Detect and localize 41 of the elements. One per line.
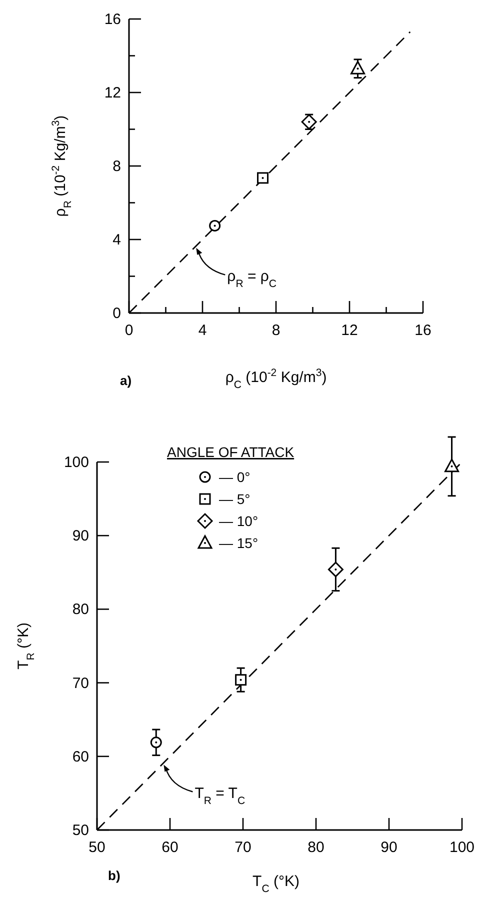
- point: [209, 220, 221, 232]
- x-tick-label: 70: [234, 839, 252, 856]
- y-tick-label: 100: [64, 454, 89, 471]
- x-tick-label: 0: [124, 322, 134, 339]
- x-tick-label: 100: [449, 839, 475, 856]
- legend-label: — 5°: [219, 491, 250, 507]
- y-tick-label: 4: [112, 232, 121, 248]
- y-tick-label: 50: [72, 822, 89, 839]
- x-axis-title: ρ$_{C}$ (10$^{-2}$ Kg/m$^{3}$): [225, 367, 327, 391]
- legend-label: — 0°: [219, 469, 250, 485]
- point: [301, 114, 317, 130]
- point: [150, 736, 162, 748]
- text: a): [120, 373, 132, 388]
- y-tick-label: 90: [72, 528, 89, 545]
- x-tick-label: 12: [341, 322, 358, 339]
- x-axis-title: T$_{C}$ (°K): [252, 873, 300, 895]
- point: [235, 674, 247, 686]
- x-tick-label: 50: [88, 839, 106, 856]
- x-tick-label: 90: [380, 839, 398, 856]
- point: [444, 458, 460, 472]
- x-tick-label: 80: [308, 839, 324, 856]
- y-tick-label: 60: [72, 748, 89, 766]
- point: [350, 60, 366, 74]
- legend-label: — 15°: [219, 535, 258, 551]
- y-tick-label: 12: [104, 84, 121, 102]
- text: b): [108, 868, 120, 883]
- legend-title: ANGLE OF ATTACK: [167, 444, 295, 460]
- y-tick-label: 16: [104, 11, 121, 28]
- legend-label: — 10°: [219, 513, 258, 529]
- y-tick-label: 8: [112, 158, 121, 175]
- y-tick-label: 70: [72, 674, 89, 692]
- y-tick-label: 0: [112, 305, 121, 322]
- annotation: T$_{R}$ = T$_{C}$: [194, 784, 246, 807]
- x-tick-label: 60: [162, 839, 178, 856]
- y-tick-label: 80: [72, 601, 89, 618]
- x-tick-label: 4: [198, 322, 207, 339]
- annotation: ρ$_{R}$ = ρ$_{C}$: [227, 268, 277, 290]
- x-tick-label: 8: [272, 322, 280, 339]
- point: [328, 562, 344, 578]
- point: [257, 172, 269, 184]
- x-tick-label: 16: [414, 322, 432, 339]
